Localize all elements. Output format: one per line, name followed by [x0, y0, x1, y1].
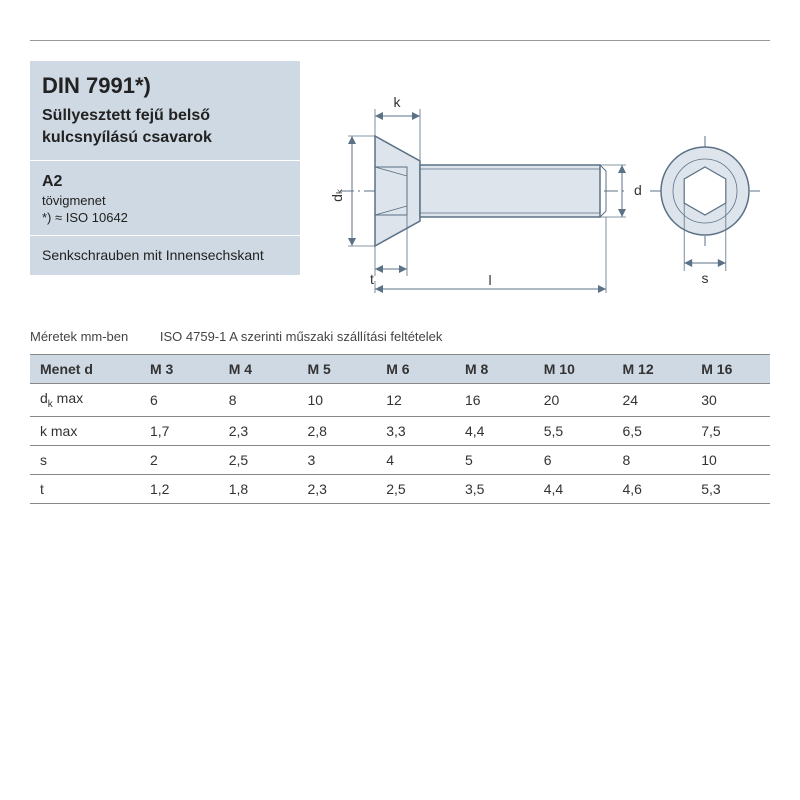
t-label: t [370, 271, 374, 287]
cell-0-4: 16 [455, 384, 534, 417]
cell-1-3: 3,3 [376, 416, 455, 445]
row-label-0: dk max [30, 384, 140, 417]
subtitle: Süllyesztett fejű belső kulcsnyílású csa… [42, 105, 288, 148]
col-2: M 5 [298, 355, 377, 384]
cell-1-2: 2,8 [298, 416, 377, 445]
caption-right: ISO 4759-1 A szerinti műszaki szállítási… [160, 329, 443, 344]
cell-0-5: 20 [534, 384, 613, 417]
s-label: s [702, 270, 709, 286]
cell-2-7: 10 [691, 445, 770, 474]
cell-1-1: 2,3 [219, 416, 298, 445]
iso-note: *) ≈ ISO 10642 [42, 210, 288, 225]
material: A2 [42, 173, 288, 191]
row-label-1: k max [30, 416, 140, 445]
col-3: M 6 [376, 355, 455, 384]
cell-0-2: 10 [298, 384, 377, 417]
l-label: l [488, 272, 491, 288]
cell-1-5: 5,5 [534, 416, 613, 445]
cell-0-7: 30 [691, 384, 770, 417]
info-column: DIN 7991*) Süllyesztett fejű belső kulcs… [30, 61, 300, 275]
col-5: M 10 [534, 355, 613, 384]
k-label: k [394, 94, 402, 110]
col-7: M 16 [691, 355, 770, 384]
cell-2-2: 3 [298, 445, 377, 474]
cell-1-6: 6,5 [613, 416, 692, 445]
table-row: k max1,72,32,83,34,45,56,57,5 [30, 416, 770, 445]
german-name: Senkschrauben mit Innensechs­kant [42, 246, 288, 265]
cell-0-3: 12 [376, 384, 455, 417]
standard-box: DIN 7991*) Süllyesztett fejű belső kulcs… [30, 61, 300, 161]
thread-note: tövigmenet [42, 193, 288, 208]
caption-left: Méretek mm-ben [30, 329, 128, 344]
cell-0-6: 24 [613, 384, 692, 417]
cell-2-0: 2 [140, 445, 219, 474]
table-row: s22,53456810 [30, 445, 770, 474]
d-label: d [634, 182, 642, 198]
cell-1-7: 7,5 [691, 416, 770, 445]
cell-0-1: 8 [219, 384, 298, 417]
cell-2-4: 5 [455, 445, 534, 474]
cell-2-3: 4 [376, 445, 455, 474]
material-box: A2 tövigmenet *) ≈ ISO 10642 [30, 161, 300, 236]
cell-3-6: 4,6 [613, 474, 692, 503]
dk-label: dₖ [329, 188, 345, 202]
cell-2-5: 6 [534, 445, 613, 474]
cell-1-0: 1,7 [140, 416, 219, 445]
header-label: Menet d [30, 355, 140, 384]
row-label-2: s [30, 445, 140, 474]
col-6: M 12 [613, 355, 692, 384]
german-box: Senkschrauben mit Innensechs­kant [30, 236, 300, 275]
diagram-area: dₖ d k [320, 61, 770, 301]
cell-1-4: 4,4 [455, 416, 534, 445]
table-caption: Méretek mm-ben ISO 4759-1 A szerinti műs… [30, 329, 770, 344]
standard-title: DIN 7991*) [42, 73, 288, 99]
cell-3-2: 2,3 [298, 474, 377, 503]
col-1: M 4 [219, 355, 298, 384]
cell-3-0: 1,2 [140, 474, 219, 503]
cell-3-1: 1,8 [219, 474, 298, 503]
cell-3-4: 3,5 [455, 474, 534, 503]
col-4: M 8 [455, 355, 534, 384]
col-0: M 3 [140, 355, 219, 384]
spec-table: Menet dM 3M 4M 5M 6M 8M 10M 12M 16 dk ma… [30, 354, 770, 504]
cell-3-3: 2,5 [376, 474, 455, 503]
cell-3-7: 5,3 [691, 474, 770, 503]
cell-3-5: 4,4 [534, 474, 613, 503]
row-label-3: t [30, 474, 140, 503]
cell-0-0: 6 [140, 384, 219, 417]
table-row: dk max68101216202430 [30, 384, 770, 417]
table-row: t1,21,82,32,53,54,44,65,3 [30, 474, 770, 503]
cell-2-1: 2,5 [219, 445, 298, 474]
cell-2-6: 8 [613, 445, 692, 474]
